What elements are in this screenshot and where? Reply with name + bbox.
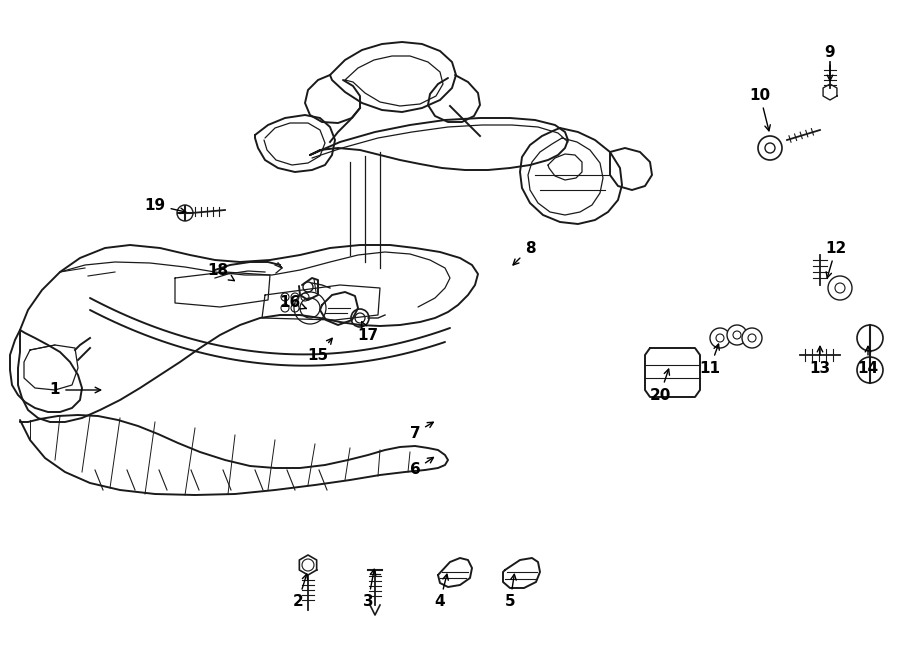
Text: 16: 16 <box>279 295 306 310</box>
Text: 15: 15 <box>308 338 332 363</box>
Text: 17: 17 <box>357 322 379 342</box>
Text: 5: 5 <box>505 574 517 610</box>
Text: 3: 3 <box>363 569 376 610</box>
Text: 2: 2 <box>292 574 308 610</box>
Text: 4: 4 <box>435 574 448 610</box>
Text: 6: 6 <box>410 457 434 477</box>
Circle shape <box>857 357 883 383</box>
Text: 13: 13 <box>809 346 831 375</box>
Circle shape <box>742 328 762 348</box>
Circle shape <box>758 136 782 160</box>
Text: 7: 7 <box>410 422 433 440</box>
Text: 19: 19 <box>144 197 185 214</box>
Circle shape <box>727 325 747 345</box>
Circle shape <box>857 325 883 351</box>
Text: 12: 12 <box>825 240 847 278</box>
Circle shape <box>710 328 730 348</box>
Text: 9: 9 <box>824 44 835 81</box>
Text: 10: 10 <box>750 87 770 131</box>
Text: 18: 18 <box>207 263 234 281</box>
Text: 14: 14 <box>858 346 878 375</box>
Circle shape <box>177 205 193 221</box>
Circle shape <box>828 276 852 300</box>
Text: 8: 8 <box>513 240 536 265</box>
Text: 20: 20 <box>649 369 670 402</box>
Text: 11: 11 <box>699 344 721 375</box>
Text: 1: 1 <box>50 383 101 397</box>
